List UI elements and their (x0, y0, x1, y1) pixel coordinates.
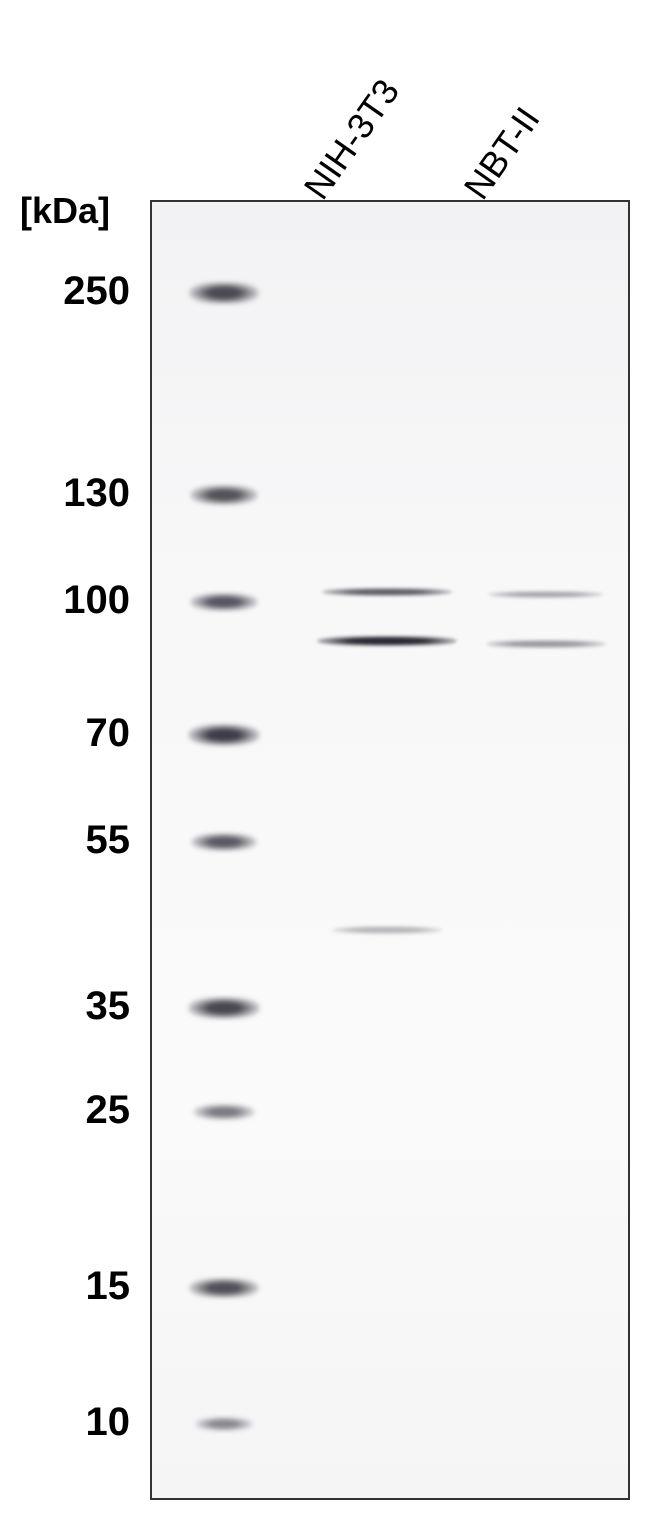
sample-band-lane1-2 (332, 926, 442, 934)
ladder-band-25 (193, 1104, 255, 1120)
ladder-band-100 (190, 593, 258, 611)
ladder-band-130 (190, 485, 258, 505)
lane-label-nih3t3: NIH-3T3 (296, 71, 408, 207)
marker-label-100: 100 (20, 578, 130, 623)
ladder-band-70 (188, 724, 260, 746)
blot-area (152, 202, 628, 1498)
sample-band-lane2-1 (486, 640, 606, 648)
sample-band-lane2-0 (488, 591, 603, 598)
western-blot-frame (150, 200, 630, 1500)
figure-container: [kDa] NIH-3T3 NBT-II 250 130 100 70 55 35 25 15… (0, 0, 650, 1527)
axis-label: [kDa] (20, 190, 110, 232)
marker-label-15: 15 (20, 1264, 130, 1309)
ladder-band-15 (189, 1278, 259, 1298)
ladder-band-10 (195, 1417, 253, 1431)
marker-label-130: 130 (20, 471, 130, 516)
marker-label-10: 10 (20, 1400, 130, 1445)
marker-label-25: 25 (20, 1088, 130, 1133)
marker-label-35: 35 (20, 984, 130, 1029)
marker-label-55: 55 (20, 818, 130, 863)
marker-label-250: 250 (20, 269, 130, 314)
sample-band-lane1-0 (322, 588, 452, 596)
marker-label-70: 70 (20, 711, 130, 756)
sample-band-lane1-1 (317, 636, 457, 646)
ladder-band-35 (188, 997, 260, 1019)
ladder-band-250 (189, 282, 259, 304)
ladder-band-55 (191, 833, 257, 851)
lane-label-nbtii: NBT-II (456, 99, 549, 207)
